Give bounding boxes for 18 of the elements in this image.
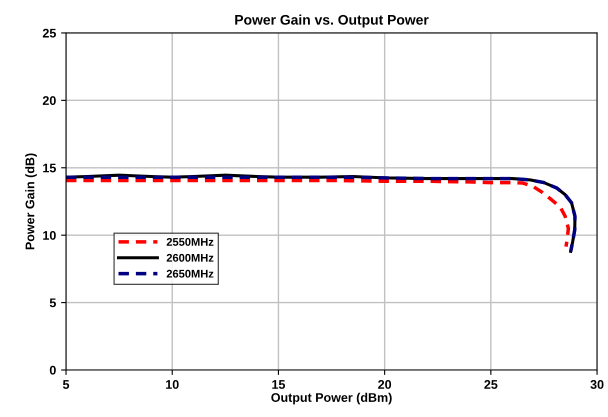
x-tick-label: 20 xyxy=(378,380,392,389)
y-tick-label: 10 xyxy=(43,230,56,240)
legend-label: 2600MHz xyxy=(166,254,214,262)
chart-title: Power Gain vs. Output Power xyxy=(235,14,429,28)
y-tick-label: 20 xyxy=(42,96,56,106)
legend-label: 2650MHz xyxy=(166,270,214,278)
x-tick-label: 5 xyxy=(62,380,70,389)
legend-label: 2550MHz xyxy=(166,238,214,246)
y-tick-label: 0 xyxy=(50,366,56,375)
x-tick-label: 25 xyxy=(484,380,498,389)
y-tick-label: 5 xyxy=(50,298,56,308)
x-tick-label: 10 xyxy=(166,380,179,389)
x-tick-label: 30 xyxy=(590,380,604,389)
y-tick-label: 25 xyxy=(42,28,56,38)
y-axis-title: Power Gain (dB) xyxy=(25,153,37,250)
x-axis-title: Output Power (dBm) xyxy=(271,392,392,404)
x-tick-label: 15 xyxy=(272,380,286,389)
y-tick-label: 15 xyxy=(43,164,56,172)
